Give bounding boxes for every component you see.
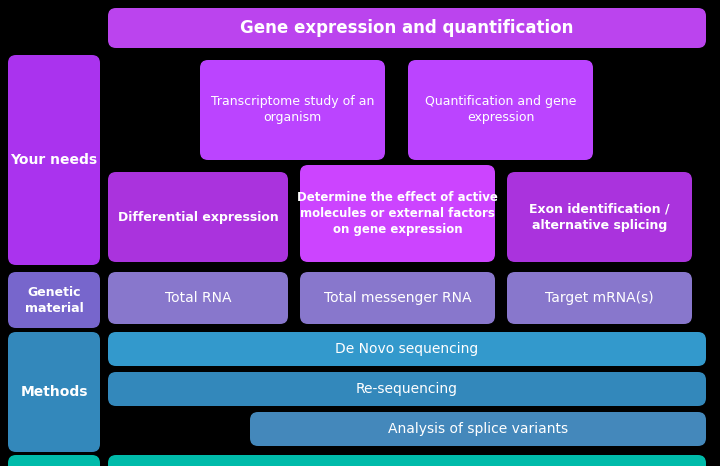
Text: Quantification and gene
expression: Quantification and gene expression: [425, 96, 576, 124]
Text: Determine the effect of active
molecules or external factors
on gene expression: Determine the effect of active molecules…: [297, 191, 498, 236]
Text: Analysis of splice variants: Analysis of splice variants: [388, 422, 568, 436]
FancyBboxPatch shape: [507, 272, 692, 324]
Text: Total RNA: Total RNA: [165, 291, 231, 305]
FancyBboxPatch shape: [108, 372, 706, 406]
Text: Exon identification /
alternative splicing: Exon identification / alternative splici…: [529, 203, 670, 232]
Text: Total messenger RNA: Total messenger RNA: [324, 291, 472, 305]
FancyBboxPatch shape: [300, 165, 495, 262]
FancyBboxPatch shape: [200, 60, 385, 160]
Text: Transcriptome study of an
organism: Transcriptome study of an organism: [211, 96, 374, 124]
FancyBboxPatch shape: [108, 272, 288, 324]
FancyBboxPatch shape: [108, 332, 706, 366]
Text: Re-sequencing: Re-sequencing: [356, 382, 458, 396]
Text: De Novo sequencing: De Novo sequencing: [336, 342, 479, 356]
Text: Gene expression and quantification: Gene expression and quantification: [240, 19, 574, 37]
Text: Genetic
material: Genetic material: [24, 286, 84, 315]
FancyBboxPatch shape: [408, 60, 593, 160]
FancyBboxPatch shape: [8, 332, 100, 452]
Text: Differential expression: Differential expression: [117, 211, 279, 224]
Text: Methods: Methods: [20, 385, 88, 399]
FancyBboxPatch shape: [108, 455, 706, 466]
FancyBboxPatch shape: [108, 8, 706, 48]
FancyBboxPatch shape: [108, 172, 288, 262]
FancyBboxPatch shape: [8, 272, 100, 328]
FancyBboxPatch shape: [8, 455, 100, 466]
FancyBboxPatch shape: [250, 412, 706, 446]
FancyBboxPatch shape: [8, 55, 100, 265]
FancyBboxPatch shape: [300, 272, 495, 324]
Text: NGS: NGS: [392, 465, 422, 466]
Text: Your needs: Your needs: [10, 153, 98, 167]
Text: Target mRNA(s): Target mRNA(s): [545, 291, 654, 305]
FancyBboxPatch shape: [507, 172, 692, 262]
